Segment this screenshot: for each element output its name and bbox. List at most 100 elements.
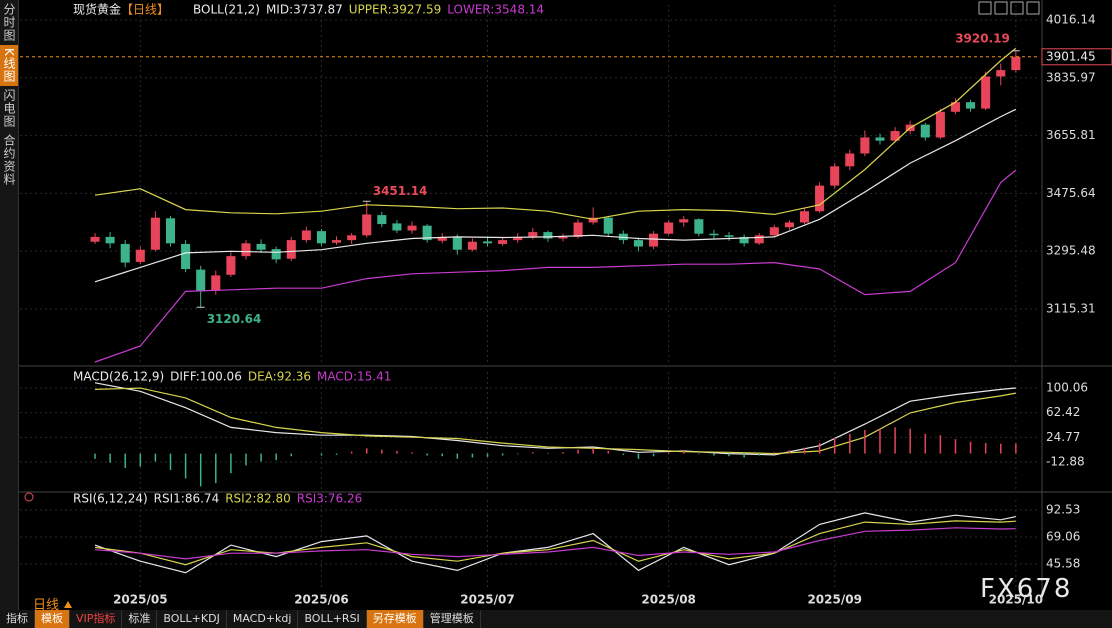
side-tabs: 分时图 K线图 闪电图 合约资料 bbox=[0, 0, 19, 610]
y-tick-label: -12.88 bbox=[1046, 455, 1085, 469]
candle-body bbox=[513, 236, 523, 241]
legend-entry: UPPER:3927.59 bbox=[349, 3, 441, 17]
indicator: MACD(26,12,9) bbox=[73, 370, 164, 384]
series-line bbox=[94, 387, 1016, 455]
icon[interactable] bbox=[1026, 1, 1040, 15]
tab[interactable]: 分时图 bbox=[2, 3, 16, 42]
candle-body bbox=[920, 124, 930, 138]
annotation: 3920.19 bbox=[955, 31, 1010, 45]
tool[interactable]: 标准 bbox=[122, 610, 158, 628]
candle-body bbox=[482, 241, 493, 244]
candle-body bbox=[226, 256, 236, 275]
candle-body bbox=[181, 243, 191, 269]
candle-body bbox=[392, 223, 402, 231]
period[interactable]: 日线 bbox=[33, 594, 73, 613]
y-tick-label: 3655.81 bbox=[1046, 128, 1096, 142]
tool[interactable]: 另存模板 bbox=[366, 610, 424, 628]
tool[interactable]: BOLL+KDJ bbox=[157, 610, 227, 628]
series-line bbox=[94, 108, 1017, 283]
candle-body bbox=[935, 111, 945, 138]
toolbar: 指标 模板 VIP指标 标准 BOLL+KDJ MACD+kdj BOLL+RS… bbox=[0, 610, 1112, 628]
candle-body bbox=[271, 249, 281, 260]
legend-entry: MID:3737.87 bbox=[266, 3, 343, 17]
x-tick-label: 2025/09 bbox=[807, 593, 861, 607]
legend-entry: LOWER:3548.14 bbox=[447, 3, 544, 17]
candle-body bbox=[815, 185, 825, 212]
candle-body bbox=[860, 137, 870, 154]
chart: 2025/05 2025/06 2025/07 2025/08 2025/09 2025/… bbox=[19, 0, 1112, 607]
candle-body bbox=[875, 137, 885, 141]
tab[interactable]: 闪电图 bbox=[2, 88, 16, 128]
y-tick-label: 69.06 bbox=[1046, 529, 1080, 543]
tool[interactable]: 管理模板 bbox=[424, 610, 481, 628]
legend-entry: RSI2:82.80 bbox=[225, 492, 291, 506]
candle-body bbox=[966, 102, 976, 109]
candle-body bbox=[633, 240, 643, 247]
tool[interactable]: MACD+kdj bbox=[227, 610, 299, 628]
y-tick-label: 3475.64 bbox=[1046, 186, 1096, 200]
legend-entry: DIFF:100.06 bbox=[170, 370, 242, 384]
candle-body bbox=[347, 235, 357, 241]
candle-body bbox=[211, 275, 221, 291]
icon bbox=[64, 601, 73, 608]
x-tick-label: 2025/08 bbox=[641, 593, 695, 607]
x-tick-label: 2025/10 bbox=[989, 593, 1043, 607]
candle-body bbox=[845, 153, 855, 167]
y-tick-label: 4016.14 bbox=[1046, 13, 1096, 27]
legend-entry: RSI1:86.74 bbox=[154, 492, 220, 506]
tab[interactable]: K线图 bbox=[0, 45, 18, 86]
candle-body bbox=[981, 76, 991, 109]
tool[interactable]: BOLL+RSI bbox=[298, 610, 367, 628]
series-line bbox=[94, 47, 1017, 220]
candle-body bbox=[754, 235, 764, 244]
tool[interactable]: VIP指标 bbox=[70, 610, 123, 628]
candle-body bbox=[543, 232, 553, 239]
candle-body bbox=[437, 236, 447, 241]
series-line bbox=[94, 169, 1017, 363]
candle-body bbox=[799, 211, 810, 223]
y-tick-label: 100.06 bbox=[1046, 381, 1088, 395]
candle-body bbox=[301, 230, 311, 241]
period-label: 日线 bbox=[33, 598, 60, 613]
y-tick-label: 3115.31 bbox=[1046, 301, 1096, 315]
tool[interactable]: 模板 bbox=[35, 610, 70, 628]
candle-body bbox=[709, 233, 719, 236]
candle-body bbox=[664, 222, 674, 234]
candle-body bbox=[890, 131, 900, 141]
y-tick-label: 45.58 bbox=[1046, 556, 1080, 570]
chart-title: 现货黄金 bbox=[73, 2, 121, 17]
candle-body bbox=[332, 240, 342, 243]
candle-body bbox=[588, 217, 598, 223]
candle-body bbox=[769, 227, 779, 236]
candle-body bbox=[452, 236, 462, 250]
y-tick-label: 3295.48 bbox=[1046, 244, 1096, 258]
candle-body bbox=[165, 218, 176, 244]
y-tick-label: 92.53 bbox=[1046, 502, 1080, 516]
candle-body bbox=[316, 231, 326, 244]
candle-body bbox=[724, 235, 734, 237]
candle-body bbox=[694, 219, 704, 234]
candle-body bbox=[528, 232, 538, 237]
tool[interactable]: 指标 bbox=[0, 610, 35, 628]
y-tick-label: 62.42 bbox=[1046, 405, 1080, 419]
icon[interactable] bbox=[1010, 1, 1024, 15]
icon[interactable] bbox=[978, 1, 992, 15]
candle-body bbox=[467, 241, 477, 250]
indicator: BOLL(21,2) bbox=[193, 3, 260, 17]
candle-body bbox=[407, 225, 417, 231]
candle-body bbox=[120, 243, 130, 263]
candle-body bbox=[784, 222, 794, 228]
icon[interactable] bbox=[24, 492, 34, 502]
candle-body bbox=[679, 219, 689, 223]
period: 【日线】 bbox=[121, 3, 169, 17]
candle-body bbox=[362, 214, 372, 236]
candle-body bbox=[649, 233, 659, 247]
candle-body bbox=[196, 269, 206, 292]
candle-body bbox=[135, 249, 145, 262]
candle-body bbox=[422, 225, 432, 241]
tab[interactable]: 合约资料 bbox=[2, 133, 16, 186]
candle-body bbox=[558, 236, 568, 239]
last-price-label: 3901.45 bbox=[1046, 49, 1096, 63]
icon[interactable] bbox=[994, 1, 1008, 15]
